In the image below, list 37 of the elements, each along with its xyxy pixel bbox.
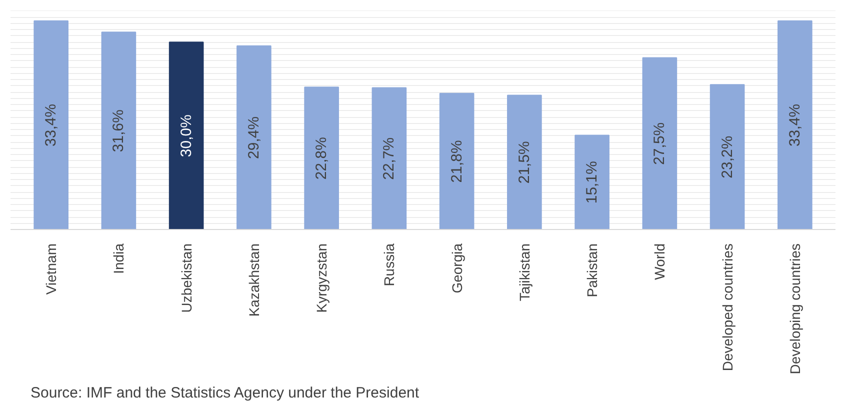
data-label: 22,7% (380, 137, 398, 180)
x-tick-label: World (652, 243, 668, 280)
x-tick-label: Uzbekistan (178, 243, 194, 313)
x-tick-label: Developed countries (719, 243, 736, 372)
x-tick-label: Developing countries (786, 243, 803, 374)
data-label: 27,5% (651, 122, 668, 165)
bar (101, 32, 136, 230)
x-tick-label: India (110, 243, 127, 274)
x-tick-label: Vietnam (43, 243, 60, 295)
data-label: 33,4% (42, 104, 60, 146)
data-label: 31,6% (110, 110, 128, 152)
data-label: 22,8% (313, 137, 330, 180)
data-label: 21,8% (448, 140, 466, 183)
x-tick-label: Pakistan (584, 243, 600, 298)
bar (710, 84, 745, 230)
bar (439, 92, 474, 230)
x-tick-label: Kazakhstan (246, 243, 262, 317)
bar (778, 20, 812, 230)
data-label: 15,1% (584, 161, 601, 204)
bar (236, 45, 272, 230)
bar (304, 86, 339, 230)
source-note: Source: IMF and the Statistics Agency under the President (30, 384, 420, 402)
x-tick-label: Georgia (448, 243, 465, 294)
bar (372, 87, 407, 230)
data-label: 29,4% (245, 116, 262, 159)
x-tick-label: Kyrgyzstan (314, 244, 330, 313)
x-tick-label: Tajikistan (516, 243, 532, 302)
data-label: 33,4% (786, 104, 804, 146)
bar (168, 42, 204, 230)
data-label: 23,2% (718, 136, 736, 178)
bar (642, 57, 678, 230)
bar (34, 20, 68, 230)
x-tick-label: Russia (381, 243, 398, 286)
bar (574, 134, 610, 230)
data-label: 30,0% (178, 114, 195, 158)
bar (507, 94, 542, 230)
data-label: 21,5% (516, 141, 533, 184)
